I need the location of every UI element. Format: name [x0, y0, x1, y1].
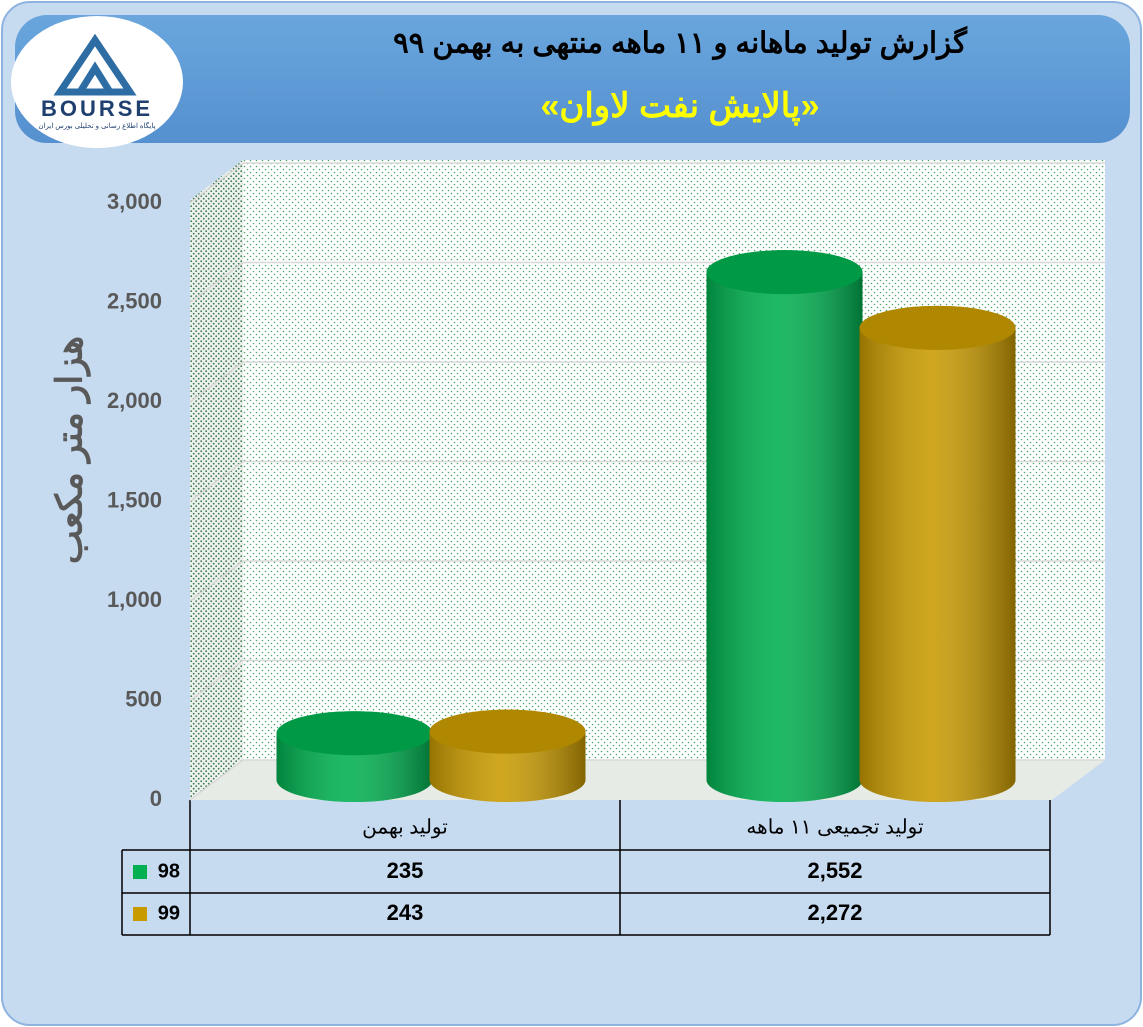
chart-title: گزارش تولید ماهانه و ۱۱ ماهه منتهی به به… — [393, 26, 968, 61]
bar-shading — [859, 305, 1016, 803]
bar-top-shading — [859, 305, 1016, 350]
side-wall — [190, 160, 243, 800]
grid-line-side — [189, 560, 244, 602]
logo-text: BOURSE — [41, 96, 153, 121]
table-value: 2,552 — [807, 858, 862, 883]
y-tick-label: 3,000 — [107, 189, 162, 214]
legend-swatch — [133, 865, 147, 879]
grid-line-side — [189, 361, 244, 403]
y-tick-label: 1,500 — [107, 487, 162, 512]
y-tick-label: 1,000 — [107, 587, 162, 612]
bar-top — [276, 711, 433, 756]
legend-swatch — [133, 907, 147, 921]
bar-top-shading — [706, 250, 863, 295]
legend-label: 98 — [158, 860, 180, 882]
y-tick-label: 2,500 — [107, 288, 162, 313]
logo-mark — [53, 33, 137, 96]
y-axis-label: هزار متر مکعب — [49, 336, 92, 564]
bar-top — [706, 250, 863, 295]
grid-line-side — [189, 759, 244, 801]
bar-top-shading — [276, 711, 433, 756]
table-value: 235 — [387, 858, 424, 883]
legend-label: 99 — [158, 902, 180, 924]
grid-line-side — [189, 460, 244, 503]
category-label: تولید بهمن — [362, 816, 448, 838]
category-label: تولید تجمیعی ۱۱ ماهه — [746, 816, 923, 838]
chart-subtitle: «پالایش نفت لاوان» — [540, 87, 819, 126]
title-banner — [15, 15, 1130, 143]
grid-line-side — [189, 162, 244, 204]
grid-line-side — [189, 659, 244, 702]
grid-line-side — [189, 261, 244, 304]
logo-badge — [11, 16, 183, 148]
bar-shading — [706, 250, 863, 803]
bar-top — [859, 305, 1016, 350]
bar-top — [429, 709, 586, 754]
table-value: 2,272 — [807, 900, 862, 925]
y-tick-label: 2,000 — [107, 388, 162, 413]
bar-top-shading — [429, 709, 586, 754]
table-value: 243 — [387, 900, 424, 925]
y-tick-label: 0 — [150, 786, 162, 811]
y-tick-label: 500 — [125, 686, 162, 711]
data-table-lines — [121, 800, 1051, 936]
logo-tagline: پایگاه اطلاع رسانی و تحلیلی بورس ایران — [38, 121, 155, 130]
